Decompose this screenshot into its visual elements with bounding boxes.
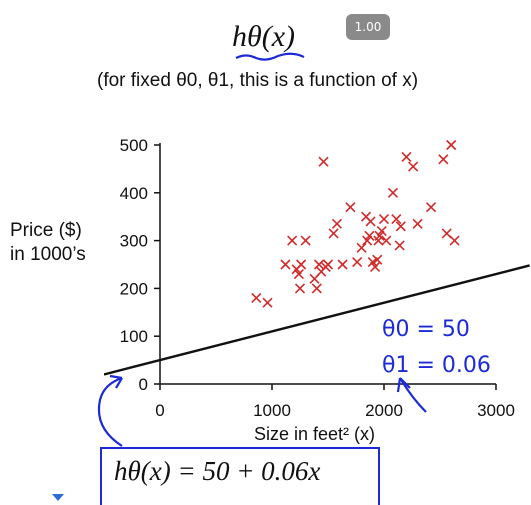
theta1-pointer-arrow — [396, 377, 427, 413]
data-point — [376, 225, 387, 237]
y-tick-label: 400 — [120, 184, 148, 203]
data-point — [412, 218, 423, 229]
scroll-down-icon[interactable] — [52, 494, 64, 501]
data-point — [345, 202, 356, 213]
hypothesis-formula: hθ(x) = 50 + 0.06x — [114, 456, 321, 486]
data-point — [446, 139, 457, 151]
data-point — [394, 240, 405, 251]
data-point — [293, 268, 304, 280]
data-point — [395, 221, 406, 232]
y-tick-label: 200 — [120, 279, 148, 298]
x-axis-label: Size in feet² (x) — [254, 424, 376, 444]
data-point — [328, 228, 339, 239]
data-point — [294, 283, 306, 294]
data-point — [331, 218, 343, 229]
x-tick-label: 2000 — [365, 401, 403, 420]
data-point — [387, 187, 399, 198]
data-point — [408, 161, 419, 172]
data-point — [401, 151, 412, 163]
data-point — [438, 154, 449, 165]
formula-ink-box — [100, 447, 380, 505]
hypothesis-line — [104, 264, 530, 376]
data-point — [381, 235, 392, 246]
theta1-annotation: θ1 = 0.06 — [382, 353, 491, 378]
data-point — [318, 156, 329, 167]
data-point — [337, 259, 348, 270]
subtitle: (for fixed θ0, θ1, this is a function of… — [97, 70, 419, 91]
y-tick-label: 500 — [120, 136, 148, 155]
data-point — [280, 259, 291, 270]
data-point — [313, 259, 325, 270]
data-point — [378, 214, 390, 225]
data-point — [287, 235, 298, 246]
title-underline-ink — [235, 52, 305, 61]
data-point — [391, 214, 402, 225]
data-point — [300, 235, 311, 246]
hypothesis-title: hθ(x) — [232, 20, 296, 53]
data-point — [296, 259, 307, 270]
y-tick-label: 300 — [120, 232, 148, 251]
data-point — [441, 228, 452, 239]
y-axis-label-line2: in 1000’s — [10, 244, 86, 265]
x-tick-label: 1000 — [253, 401, 291, 420]
data-point — [365, 216, 376, 227]
y-tick-label: 0 — [139, 375, 148, 394]
data-point — [425, 202, 437, 213]
data-point — [449, 235, 460, 246]
data-point — [356, 242, 367, 253]
data-point — [372, 254, 383, 265]
x-tick-label: 3000 — [477, 401, 515, 420]
data-point — [311, 283, 322, 294]
playback-speed-badge[interactable]: 1.00 — [346, 14, 390, 40]
x-tick-label: 0 — [155, 401, 164, 420]
intercept-pointer-arrow — [97, 374, 123, 447]
y-tick-label: 100 — [120, 327, 148, 346]
data-point — [352, 257, 363, 268]
data-point — [364, 230, 375, 241]
data-point — [251, 292, 262, 304]
theta0-annotation: θ0 = 50 — [382, 317, 470, 342]
data-point — [262, 297, 273, 308]
y-axis-label: Price ($) in 1000’s — [10, 219, 86, 267]
y-axis-label-line1: Price ($) — [10, 220, 82, 241]
data-point — [322, 259, 334, 270]
data-point — [369, 261, 381, 272]
